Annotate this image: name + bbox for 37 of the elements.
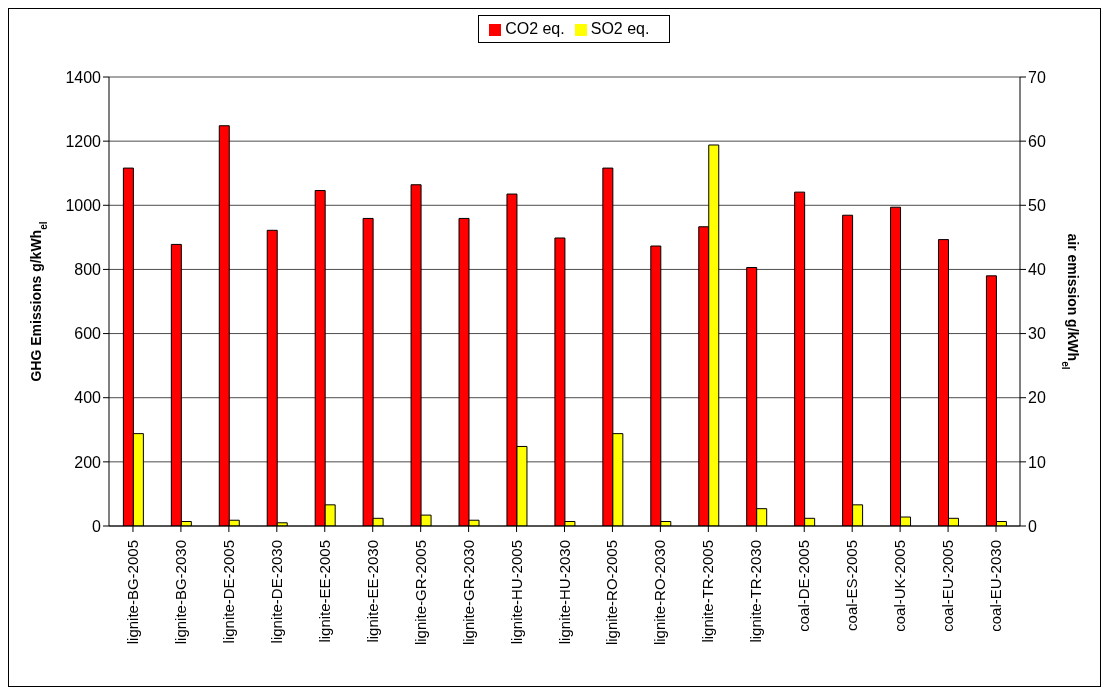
x-tick-label: lignite-TR-2030 (747, 540, 765, 643)
x-tick-label: lignite-RO-2030 (651, 540, 669, 646)
x-tick-label: coal-ES-2005 (843, 540, 861, 631)
x-tick-label: lignite-RO-2005 (603, 540, 621, 646)
y-tick-label: 0 (92, 517, 102, 535)
x-tick-label: coal-EU-2005 (939, 540, 957, 632)
y-tick-label: 600 (74, 325, 102, 343)
x-tick-label: coal-DE-2005 (795, 540, 813, 632)
y2-tick-label: 20 (1028, 389, 1046, 407)
y-tick-label: 400 (74, 389, 102, 407)
x-tick-label: lignite-HU-2005 (507, 540, 525, 645)
x-tick-label: lignite-BG-2005 (123, 540, 141, 645)
x-tick-label: lignite-HU-2030 (555, 540, 573, 645)
y2-tick-label: 70 (1028, 68, 1046, 86)
x-tick-label: coal-UK-2005 (891, 540, 909, 632)
legend-label: SO2 eq. (590, 20, 650, 37)
y2-tick-label: 30 (1028, 325, 1046, 343)
x-tick-label: lignite-GR-2030 (459, 540, 477, 646)
y-tick-label: 1000 (65, 196, 102, 214)
x-tick-label: lignite-EE-2030 (363, 540, 381, 643)
y2-tick-label: 10 (1028, 453, 1046, 471)
y2-tick-label: 50 (1028, 196, 1046, 214)
y2-tick-label: 60 (1028, 132, 1046, 150)
x-tick-label: lignite-EE-2005 (315, 540, 333, 643)
x-tick-label: lignite-TR-2005 (699, 540, 717, 643)
x-tick-label: lignite-DE-2030 (267, 540, 285, 644)
x-tick-label: lignite-BG-2030 (171, 540, 189, 645)
legend-label: CO2 eq. (505, 20, 565, 37)
x-tick-label: lignite-GR-2005 (411, 540, 429, 646)
y-tick-label: 200 (74, 453, 102, 471)
x-tick-label: coal-EU-2030 (987, 540, 1005, 632)
y-tick-label: 1200 (65, 132, 102, 150)
y2-tick-label: 40 (1028, 261, 1046, 279)
y2-tick-label: 0 (1028, 517, 1037, 535)
y-tick-label: 800 (74, 261, 102, 279)
x-tick-label: lignite-DE-2005 (219, 540, 237, 644)
y-tick-label: 1400 (65, 68, 102, 86)
